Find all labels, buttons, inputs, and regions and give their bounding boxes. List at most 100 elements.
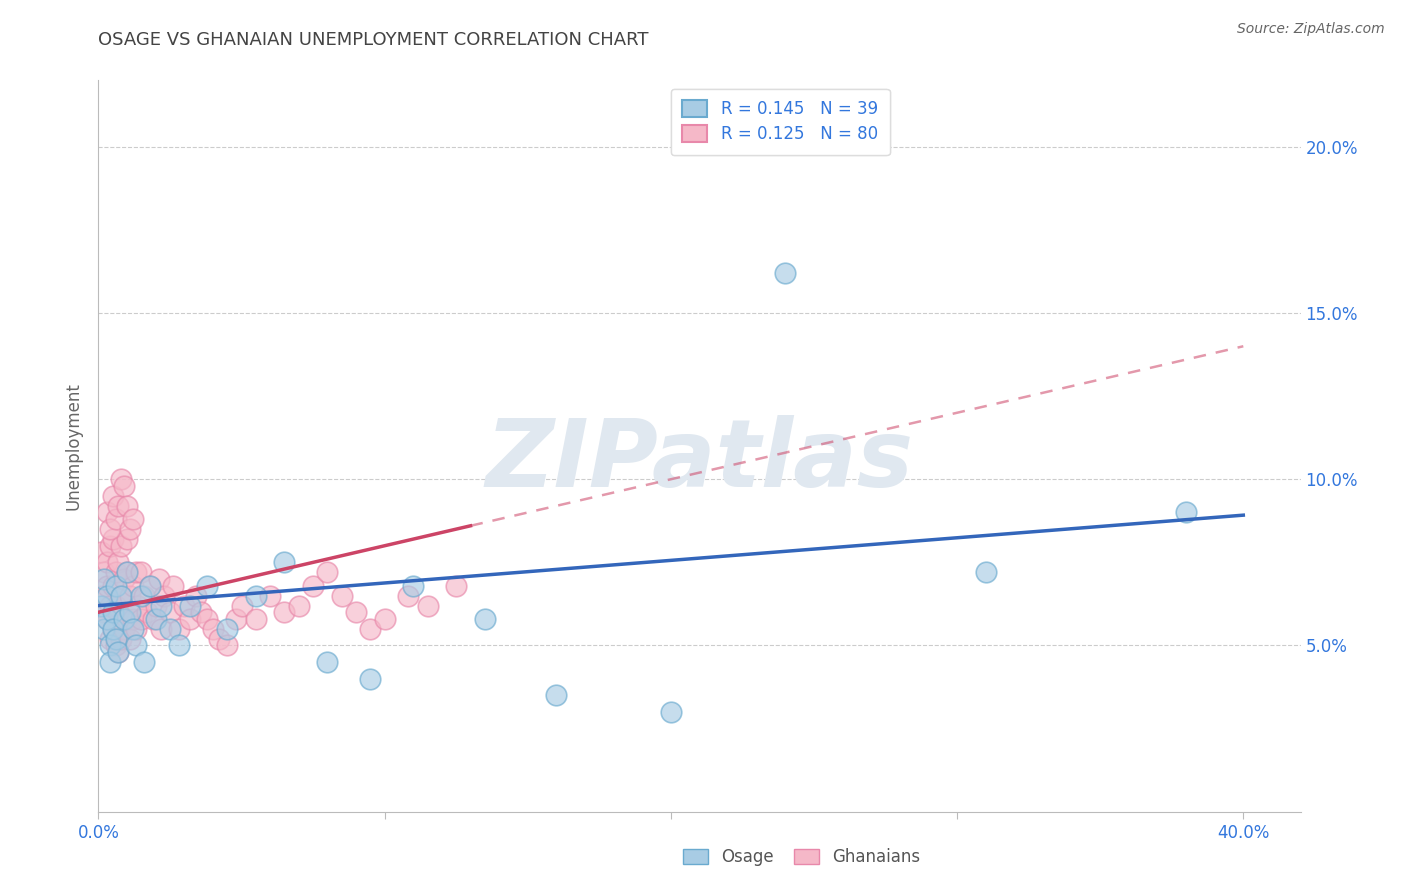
Point — [179, 599, 201, 613]
Point — [96, 555, 118, 569]
Point — [474, 612, 496, 626]
Point — [93, 622, 115, 636]
Point — [90, 589, 112, 603]
Point — [150, 622, 173, 636]
Point — [195, 579, 218, 593]
Point — [217, 639, 239, 653]
Point — [139, 579, 162, 593]
Point — [128, 599, 150, 613]
Point — [101, 489, 124, 503]
Point — [104, 566, 127, 580]
Point — [659, 705, 682, 719]
Point — [107, 645, 129, 659]
Point — [98, 539, 121, 553]
Point — [124, 639, 146, 653]
Point — [153, 589, 176, 603]
Point — [124, 566, 146, 580]
Point — [121, 612, 143, 626]
Point — [104, 599, 127, 613]
Point — [93, 605, 115, 619]
Point — [231, 599, 253, 613]
Point — [110, 472, 132, 486]
Point — [416, 599, 439, 613]
Point — [115, 532, 138, 546]
Point — [167, 622, 190, 636]
Point — [546, 689, 568, 703]
Point — [98, 655, 121, 669]
Point — [201, 622, 224, 636]
Point — [107, 499, 129, 513]
Point — [167, 639, 190, 653]
Point — [104, 512, 127, 526]
Point — [1175, 506, 1198, 520]
Point — [110, 589, 132, 603]
Point — [98, 639, 121, 653]
Point — [124, 622, 146, 636]
Text: Source: ZipAtlas.com: Source: ZipAtlas.com — [1237, 22, 1385, 37]
Point — [359, 622, 381, 636]
Point — [302, 579, 325, 593]
Point — [96, 612, 118, 626]
Point — [142, 612, 165, 626]
Point — [162, 579, 184, 593]
Point — [115, 566, 138, 580]
Point — [121, 512, 143, 526]
Point — [148, 572, 170, 586]
Point — [90, 545, 112, 559]
Point — [101, 622, 124, 636]
Point — [118, 605, 141, 619]
Point — [159, 605, 181, 619]
Point — [98, 599, 121, 613]
Point — [139, 579, 162, 593]
Point — [273, 605, 295, 619]
Point — [118, 522, 141, 536]
Point — [93, 566, 115, 580]
Point — [107, 555, 129, 569]
Point — [118, 589, 141, 603]
Point — [344, 605, 367, 619]
Point — [104, 579, 127, 593]
Point — [974, 566, 997, 580]
Point — [131, 589, 153, 603]
Point — [96, 589, 118, 603]
Point — [118, 632, 141, 646]
Point — [330, 589, 353, 603]
Legend: R = 0.145   N = 39, R = 0.125   N = 80: R = 0.145 N = 39, R = 0.125 N = 80 — [671, 88, 890, 155]
Point — [101, 622, 124, 636]
Point — [179, 612, 201, 626]
Point — [775, 266, 797, 280]
Point — [121, 579, 143, 593]
Point — [110, 632, 132, 646]
Point — [273, 555, 295, 569]
Point — [208, 632, 231, 646]
Point — [444, 579, 467, 593]
Point — [104, 632, 127, 646]
Point — [150, 599, 173, 613]
Point — [107, 605, 129, 619]
Point — [316, 655, 339, 669]
Point — [136, 605, 159, 619]
Point — [131, 612, 153, 626]
Point — [112, 572, 135, 586]
Y-axis label: Unemployment: Unemployment — [65, 382, 83, 510]
Point — [98, 522, 121, 536]
Point — [115, 612, 138, 626]
Point — [90, 599, 112, 613]
Point — [110, 589, 132, 603]
Point — [112, 479, 135, 493]
Point — [101, 579, 124, 593]
Point — [96, 612, 118, 626]
Point — [96, 506, 118, 520]
Point — [115, 566, 138, 580]
Point — [98, 632, 121, 646]
Text: ZIPatlas: ZIPatlas — [485, 415, 914, 507]
Point — [96, 579, 118, 593]
Point — [112, 612, 135, 626]
Point — [245, 589, 267, 603]
Point — [93, 572, 115, 586]
Point — [374, 612, 396, 626]
Point — [101, 532, 124, 546]
Point — [121, 622, 143, 636]
Legend: Osage, Ghanaians: Osage, Ghanaians — [676, 842, 927, 873]
Point — [101, 605, 124, 619]
